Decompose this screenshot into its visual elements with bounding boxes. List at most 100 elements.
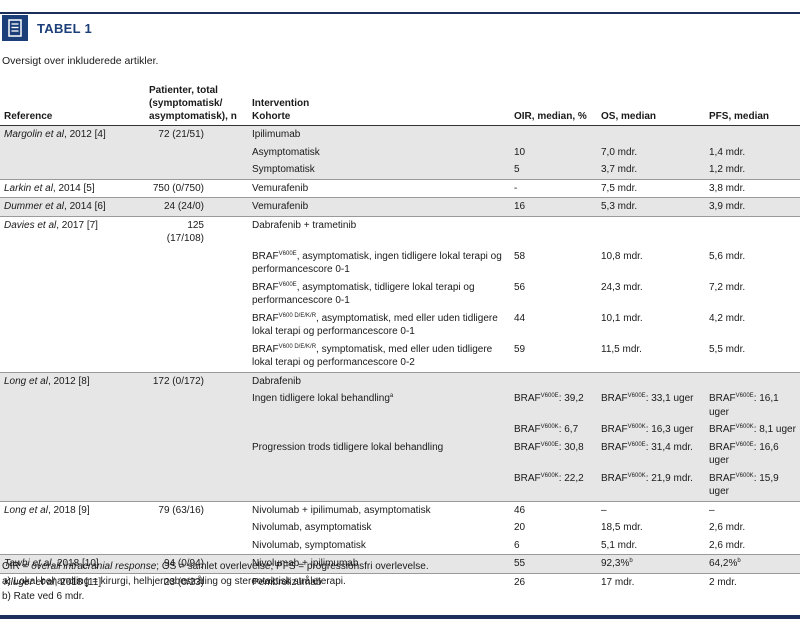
text: : 16,6 uger [709, 441, 779, 467]
intervention-cell: Dabrafenib [248, 371, 510, 390]
footnote: OIR = overall intracranial response; OS … [2, 559, 429, 574]
patients-cell: 72 (21/51) [145, 125, 248, 144]
oir-cell: 5 [510, 161, 597, 179]
os-cell: – [597, 500, 705, 519]
text: 5,1 mdr. [601, 539, 638, 551]
patients-cell [145, 469, 248, 501]
intervention-cell: Pembrolizumab [248, 572, 510, 591]
text: 3,7 mdr. [601, 164, 638, 175]
reference-cell [0, 310, 145, 341]
intervention-cell: Nivolumab + ipilimumab, asymptomatisk [248, 500, 510, 519]
text: 7,5 mdr. [601, 182, 638, 194]
text: 44 [514, 312, 526, 324]
text: : 16,1 uger [709, 393, 779, 418]
text: Kohorte [252, 111, 291, 122]
text: 5,3 mdr. [601, 201, 638, 212]
oir-cell: 55 [510, 554, 597, 573]
oir-cell: BRAFV600E: 30,8 [510, 438, 597, 470]
text: 94 (0/94) [163, 558, 204, 569]
text: PFS, median [709, 111, 770, 122]
header-row: Reference Patienter, total (symptomatisk/a… [0, 82, 800, 126]
top-rule [0, 12, 800, 14]
oir-cell [510, 215, 597, 248]
intervention-cell: BRAFV600 D/E/K/R, asymptomatisk, med ell… [248, 310, 510, 341]
patients-cell [145, 341, 248, 373]
pfs-cell: BRAFV600K: 15,9 uger [705, 469, 800, 501]
text: 1,4 mdr. [709, 146, 746, 158]
superscript: V600E [540, 393, 559, 399]
text: 24,3 mdr. [601, 281, 643, 293]
intervention-cell: Ipilimumab [248, 125, 510, 144]
pfs-cell: 1,2 mdr. [705, 161, 800, 179]
oir-cell: 59 [510, 341, 597, 373]
reference-cell [0, 421, 145, 439]
text: : 16,3 uger [645, 424, 694, 435]
table-row: Nivolumab, asymptomatisk 20 18,5 mdr. 2,6 m… [0, 519, 800, 537]
text: Intervention [252, 98, 310, 109]
text: , 2012 [4] [64, 129, 106, 140]
text: Reference [4, 111, 53, 122]
oir-cell [510, 125, 597, 144]
text: : 21,9 mdr. [645, 472, 693, 484]
text: 7,2 mdr. [709, 281, 746, 293]
text: 17 mdr. [601, 576, 635, 588]
superscript: V600E [278, 250, 297, 257]
text: , asymptomatisk, med eller uden tidliger… [252, 312, 498, 338]
reference-cell [0, 248, 145, 279]
text: 2 mdr. [709, 576, 737, 588]
italic-text: Larkin et al [4, 182, 53, 194]
column-header: Intervention Kohorte [248, 82, 510, 126]
text: Ipilimumab [252, 129, 301, 140]
text: Nivolumab + ipilimumab, asymptomatisk [252, 504, 431, 516]
text: 79 (63/16) [158, 504, 204, 516]
table-row: BRAFV600E, asymptomatisk, tidligere loka… [0, 279, 800, 310]
patients-cell: 750 (0/750) [145, 178, 248, 198]
text: 11,5 mdr. [601, 343, 642, 355]
reference-cell [0, 143, 145, 161]
os-cell: 92,3%b [597, 554, 705, 573]
oir-cell: 44 [510, 310, 597, 341]
intervention-cell: Vemurafenib [248, 197, 510, 216]
bottom-rule [0, 615, 800, 619]
reference-cell [0, 341, 145, 373]
intervention-cell: Dabrafenib + trametinib [248, 215, 510, 248]
text: BRAF [709, 441, 736, 453]
os-cell [597, 125, 705, 144]
intervention-cell [248, 421, 510, 439]
text: 58 [514, 250, 526, 262]
oir-cell: 26 [510, 572, 597, 591]
text: b) Rate ved 6 mdr. [2, 591, 85, 602]
patients-cell: 125 (17/108) [145, 215, 248, 248]
oir-cell: 56 [510, 279, 597, 310]
text: Vemurafenib [252, 182, 309, 194]
text: BRAF [252, 312, 279, 324]
patients-cell [145, 421, 248, 439]
os-cell: 5,3 mdr. [597, 197, 705, 216]
superscript: V600K [735, 472, 754, 479]
superscript: V600E [627, 441, 646, 448]
text: : 39,2 [558, 393, 584, 404]
table-row: Dummer et al, 2014 [6] 24 (24/0) Vemurafen… [0, 197, 800, 216]
table-row: Long et al, 2018 [9] 79 (63/16) Nivolumab … [0, 500, 800, 519]
table-row: Larkin et al, 2014 [5] 750 (0/750) Vemuraf… [0, 178, 800, 198]
pfs-cell: 1,4 mdr. [705, 143, 800, 161]
superscript: V600 D/E/K/R [278, 343, 317, 350]
text: 16 [514, 201, 526, 212]
oir-cell: BRAFV600E: 39,2 [510, 390, 597, 421]
patients-cell [145, 143, 248, 161]
italic-text: Long et al [4, 504, 48, 516]
text: Patienter, total [149, 85, 218, 96]
superscript: V600K [627, 424, 646, 430]
table-row: BRAFV600E, asymptomatisk, ingen tidliger… [0, 248, 800, 279]
text: – [709, 504, 715, 516]
reference-cell: Davies et al, 2017 [7] [0, 215, 145, 248]
patients-cell [145, 438, 248, 470]
text: , 2018 [9] [47, 504, 90, 516]
text: , 2017 [7] [56, 219, 98, 231]
text: 20 [514, 522, 526, 533]
pfs-cell: 2 mdr. [705, 572, 800, 591]
oir-cell: 20 [510, 519, 597, 537]
reference-cell [0, 390, 145, 421]
intervention-cell: Vemurafenib [248, 178, 510, 198]
